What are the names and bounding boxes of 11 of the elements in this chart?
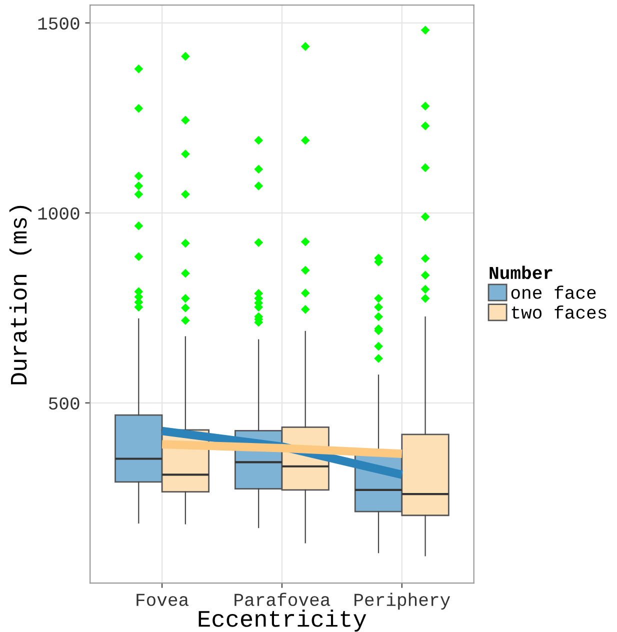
x-tick-label: Periphery bbox=[354, 592, 450, 610]
y-tick-label: 1500 bbox=[38, 17, 80, 30]
x-tick-label: Parafovea bbox=[234, 592, 330, 606]
y-tick-label: 1000 bbox=[38, 207, 80, 220]
legend-label: two faces bbox=[512, 305, 606, 319]
x-axis-title: Eccentricity bbox=[198, 610, 366, 632]
legend-label: one face bbox=[511, 286, 596, 299]
y-tick-label: 500 bbox=[48, 397, 80, 410]
legend-title: Number bbox=[490, 266, 552, 280]
y-axis-title: Duration (ms) bbox=[9, 206, 32, 384]
x-tick-label: Fovea bbox=[136, 594, 189, 606]
